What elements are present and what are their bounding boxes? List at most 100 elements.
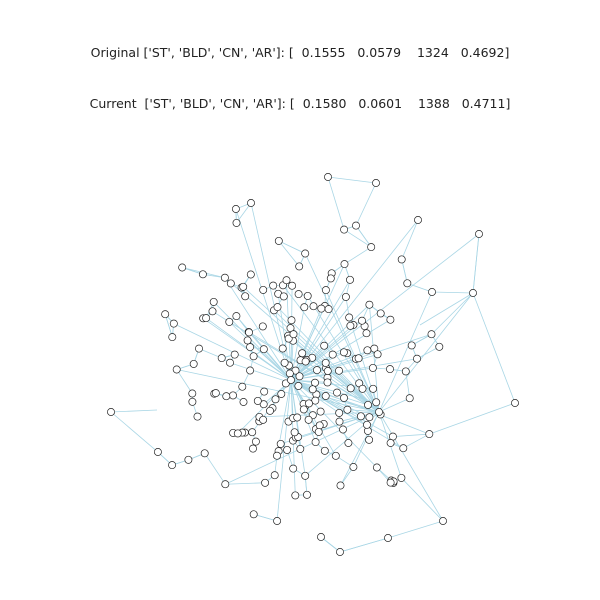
graph-node — [195, 344, 203, 353]
graph-node — [270, 471, 279, 480]
graph-edge — [290, 233, 480, 381]
graph-node — [222, 392, 231, 401]
graph-edge — [290, 304, 370, 381]
graph-edge — [378, 397, 410, 413]
current-metrics: Current ['ST', 'BLD', 'CN', 'AR']: [ 0.1… — [89, 96, 511, 111]
graph-node — [346, 321, 355, 330]
graph-node — [293, 413, 302, 422]
graph-node — [352, 221, 360, 230]
graph-node — [249, 510, 258, 519]
graph-edge — [278, 240, 300, 267]
graph-node — [271, 395, 280, 404]
graph-edge — [320, 536, 341, 553]
graph-node — [372, 463, 381, 472]
graph-node — [425, 430, 434, 439]
graph-node — [331, 451, 340, 460]
graph-edge — [327, 176, 345, 230]
graph-node — [386, 478, 395, 487]
graph-edge — [213, 301, 292, 381]
graph-node — [169, 319, 178, 328]
graph-node — [284, 334, 293, 343]
graph-node — [428, 288, 436, 296]
graph-node — [282, 276, 291, 285]
graph-node — [261, 478, 270, 487]
graph-edge — [340, 411, 380, 486]
graph-node — [259, 400, 268, 409]
graph-node — [365, 300, 374, 309]
graph-node — [225, 317, 234, 326]
graph-edge — [290, 379, 394, 437]
graph-node — [324, 305, 333, 314]
graph-edge — [378, 291, 433, 413]
graph-node — [259, 285, 268, 294]
graph-edge — [242, 286, 380, 413]
graph-node — [276, 439, 285, 448]
graph-node — [343, 405, 352, 414]
graph-node — [413, 354, 421, 363]
graph-node — [375, 408, 383, 416]
graph-node — [290, 428, 299, 437]
graph-node — [323, 367, 332, 375]
graph-node — [349, 463, 358, 471]
graph-node — [317, 533, 325, 541]
graph-edge — [378, 292, 474, 413]
graph-node — [469, 289, 477, 297]
graph-node — [245, 328, 253, 337]
graph-node — [198, 270, 207, 279]
graph-node — [335, 417, 344, 426]
graph-node — [367, 243, 376, 252]
graph-node — [303, 490, 311, 499]
graph-node — [211, 389, 220, 398]
graph-edge — [290, 379, 328, 383]
graph-node — [188, 397, 197, 406]
graph-node — [475, 230, 483, 238]
graph-edge — [403, 433, 430, 449]
graph-node — [220, 273, 229, 282]
graph-node — [308, 385, 317, 394]
graph-edge — [253, 513, 278, 522]
graph-node — [339, 425, 347, 434]
graph-node — [208, 307, 217, 316]
graph-node — [200, 449, 209, 458]
graph-node — [311, 378, 319, 387]
graph-node — [358, 316, 366, 325]
graph-node — [314, 427, 323, 436]
graph-edge — [401, 477, 444, 522]
graph-node — [230, 350, 239, 359]
graph-node — [184, 455, 193, 464]
graph-node — [283, 445, 292, 454]
graph-node — [193, 412, 202, 421]
graph-node — [241, 292, 250, 301]
graph-node — [324, 173, 332, 181]
graph-edge — [347, 409, 380, 413]
graph-edge — [247, 340, 292, 381]
graph-node — [294, 290, 303, 299]
graph-node — [246, 343, 255, 352]
graph-node — [403, 279, 412, 288]
graph-edge — [348, 317, 380, 413]
graph-node — [363, 346, 372, 355]
graph-node — [340, 393, 348, 402]
graph-node — [279, 292, 288, 301]
graph-node — [340, 225, 349, 234]
graph-node — [226, 279, 235, 288]
graph-node — [289, 330, 298, 339]
graph-node — [344, 439, 353, 447]
graph-nodes — [107, 173, 519, 556]
graph-node — [259, 415, 268, 424]
graph-edge — [368, 304, 380, 413]
graph-edge — [290, 379, 378, 468]
graph-edge — [110, 409, 158, 413]
graph-node — [273, 451, 281, 460]
graph-edge — [431, 291, 474, 294]
graph-node — [354, 354, 363, 363]
graph-node — [321, 392, 330, 400]
graph-node — [321, 358, 330, 367]
graph-node — [311, 438, 320, 447]
graph-node — [372, 398, 381, 407]
graph-edge — [304, 253, 380, 413]
graph-edge — [387, 520, 444, 539]
graph-node — [340, 260, 349, 269]
graph-node — [107, 408, 115, 416]
graph-node — [373, 350, 382, 359]
